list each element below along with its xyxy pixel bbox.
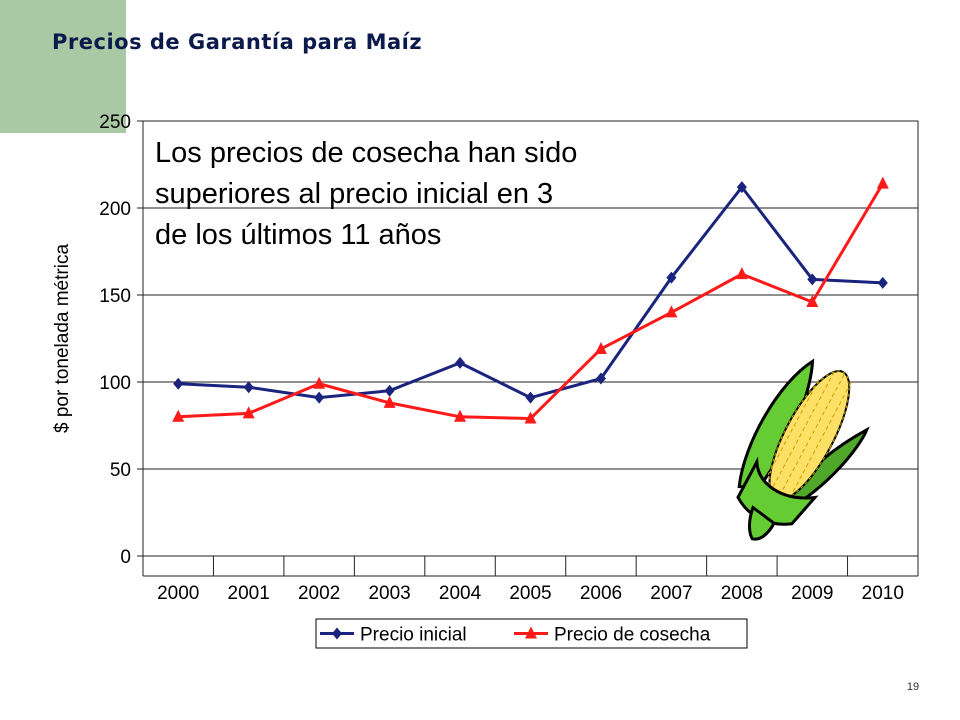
y-tick-label: 250 — [99, 112, 131, 133]
data-point-marker — [877, 276, 888, 289]
x-tick-label: 2002 — [298, 583, 340, 604]
x-tick-label: 2010 — [862, 583, 904, 604]
data-point-marker — [594, 341, 607, 354]
corner-accent-block — [0, 0, 126, 133]
data-point-marker — [455, 356, 466, 369]
page-number: 19 — [906, 681, 920, 693]
data-point-marker — [876, 176, 889, 189]
slide-title: Precios de Garantía para Maíz — [52, 30, 423, 54]
y-axis-label: $ por tonelada métrica — [52, 244, 73, 433]
annotation-line: de los últimos 11 años — [155, 219, 441, 251]
data-point-marker — [173, 377, 184, 390]
x-tick-label: 2003 — [368, 583, 410, 604]
data-point-marker — [807, 273, 818, 286]
legend-swatch-marker — [332, 627, 342, 640]
x-tick-label: 2001 — [228, 583, 270, 604]
data-point-marker — [383, 395, 396, 408]
x-tick-label: 2007 — [650, 583, 692, 604]
data-point-marker — [313, 376, 326, 389]
data-point-marker — [736, 181, 747, 194]
data-point-marker — [454, 409, 467, 422]
chart-legend: Precio inicial Precio de cosecha — [315, 618, 748, 649]
y-tick-label: 200 — [99, 199, 131, 220]
annotation-line: Los precios de cosecha han sido — [155, 137, 577, 169]
x-tick-label: 2000 — [157, 583, 199, 604]
data-point-marker — [666, 271, 677, 284]
data-point-marker — [384, 384, 395, 397]
y-tick-label: 150 — [99, 286, 131, 307]
chart-annotation: Los precios de cosecha han sido superiore… — [155, 137, 577, 251]
legend-label: Precio inicial — [360, 625, 467, 646]
data-point-marker — [243, 381, 254, 394]
y-tick-label: 0 — [120, 547, 131, 568]
data-point-marker — [665, 305, 678, 318]
data-point-marker — [806, 294, 819, 307]
x-tick-label: 2009 — [791, 583, 833, 604]
x-tick-label: 2008 — [721, 583, 763, 604]
data-point-marker — [524, 411, 537, 424]
data-point-marker — [242, 406, 255, 419]
x-tick-label: 2004 — [439, 583, 482, 604]
y-tick-label: 100 — [99, 373, 131, 394]
data-point-marker — [172, 409, 185, 422]
x-tick-label: 2006 — [580, 583, 622, 604]
annotation-line: superiores al precio inicial en 3 — [155, 178, 553, 210]
data-point-marker — [314, 391, 325, 404]
y-tick-label: 50 — [110, 460, 131, 481]
corn-cob-icon — [736, 358, 870, 541]
plot-area-frame — [142, 120, 919, 557]
data-point-marker — [595, 372, 606, 385]
data-point-marker — [735, 267, 748, 280]
data-point-marker — [525, 391, 536, 404]
legend-swatch-marker — [525, 626, 537, 639]
x-tick-label: 2005 — [509, 583, 551, 604]
legend-label: Precio de cosecha — [554, 625, 711, 646]
